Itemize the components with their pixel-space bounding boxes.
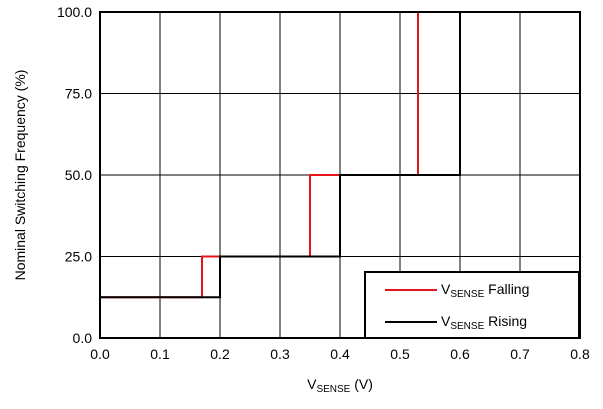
y-tick-label: 100.0 (57, 4, 92, 20)
x-tick-label: 0.8 (570, 346, 590, 362)
x-tick-label: 0.6 (450, 346, 470, 362)
legend-label-falling: VSENSE Falling (441, 281, 529, 300)
plot-frame (99, 11, 581, 339)
x-tick-label: 0.5 (390, 346, 410, 362)
legend-falling-rest: Falling (484, 281, 529, 297)
x-axis-label-rest: (V) (350, 376, 373, 392)
y-tick-label: 0.0 (73, 330, 93, 346)
x-tick-label: 0.7 (510, 346, 530, 362)
x-tick-label: 0.2 (210, 346, 230, 362)
series-line-rising (100, 11, 580, 299)
y-tick-labels: 0.0 25.0 50.0 75.0 100.0 (57, 4, 92, 346)
x-axis-label-sub: SENSE (316, 384, 350, 395)
legend-rising-sub: SENSE (450, 321, 484, 332)
y-axis-label: Nominal Switching Frequency (%) (12, 70, 28, 281)
legend: VSENSE Falling VSENSE Rising (364, 271, 580, 339)
legend-rising-rest: Rising (484, 313, 527, 329)
legend-falling-sub: SENSE (450, 289, 484, 300)
x-tick-labels: 0.0 0.1 0.2 0.3 0.4 0.5 0.6 0.7 0.8 (90, 346, 590, 362)
y-tick-label: 25.0 (65, 249, 92, 265)
legend-label-rising: VSENSE Rising (441, 313, 527, 332)
legend-box (364, 271, 580, 339)
x-tick-label: 0.0 (90, 346, 110, 362)
y-tick-label: 75.0 (65, 86, 92, 102)
y-tick-label: 50.0 (65, 167, 92, 183)
x-tick-label: 0.3 (270, 346, 290, 362)
series-line-falling (100, 11, 460, 299)
x-axis-label-main: V (307, 376, 317, 392)
x-axis-label: VSENSE (V) (307, 376, 373, 395)
legend-rising-main: V (441, 313, 451, 329)
legend-falling-main: V (441, 281, 451, 297)
x-tick-label: 0.4 (330, 346, 350, 362)
series-group (100, 11, 580, 299)
x-tick-label: 0.1 (150, 346, 170, 362)
